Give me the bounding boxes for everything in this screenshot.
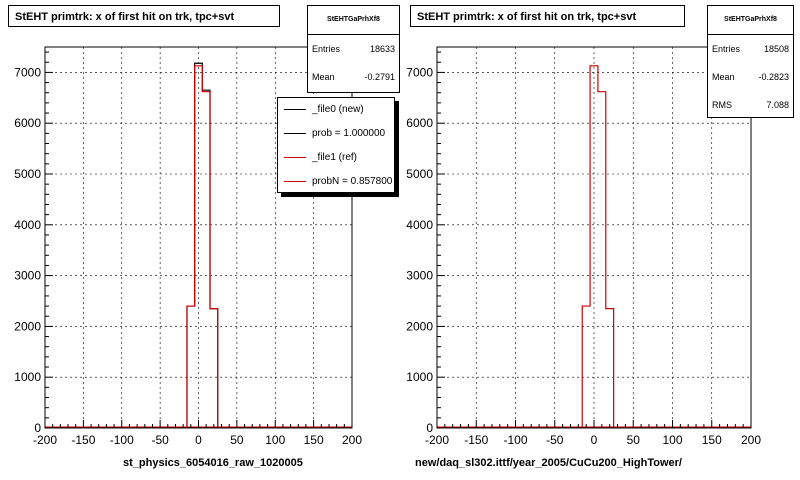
right-x-tick-label--100: -100 (503, 433, 527, 447)
legend-entry-probn: probN = 0.857800 (278, 170, 394, 192)
left-y-tick-label-7000: 7000 (14, 65, 41, 79)
right-y-tick-label-1000: 1000 (406, 370, 433, 384)
legend-text-prob: prob = 1.000000 (312, 128, 386, 139)
right-x-tick-label--200: -200 (425, 433, 449, 447)
left-histogram-series-1 (186, 65, 219, 428)
left-x-tick-label--200: -200 (33, 433, 57, 447)
legend-text-file1: _file1 (ref) (312, 152, 358, 163)
right-stats-rms-row: RMS 7.088 (708, 91, 793, 119)
left-x-tick-label--50: -50 (151, 433, 169, 447)
right-y-tick-label-0: 0 (426, 421, 433, 435)
legend-entry-file1: _file1 (ref) (278, 146, 394, 170)
left-legend: _file0 (new) prob = 1.000000 _file1 (ref… (277, 97, 395, 193)
right-stats-box: StEHTGaPrhXf8 Entries 18508 Mean -0.2823… (707, 5, 794, 118)
left-stats-entries-value: 18633 (369, 44, 395, 54)
left-y-tick-label-3000: 3000 (14, 269, 41, 283)
right-x-tick-label-150: 150 (702, 433, 722, 447)
right-y-tick-label-4000: 4000 (406, 218, 433, 232)
left-x-tick-label-50: 50 (230, 433, 244, 447)
left-y-tick-label-2000: 2000 (14, 319, 41, 333)
legend-entry-prob: prob = 1.000000 (278, 122, 394, 146)
right-stats-entries-row: Entries 18508 (708, 35, 793, 63)
right-y-tick-label-7000: 7000 (406, 65, 433, 79)
right-stats-mean-value: -0.2823 (758, 72, 789, 82)
legend-line-file1 (284, 157, 306, 158)
right-x-tick-label--150: -150 (464, 433, 488, 447)
right-stats-mean-label: Mean (712, 72, 735, 82)
left-y-tick-label-0: 0 (34, 421, 41, 435)
right-x-tick-label-50: 50 (627, 433, 641, 447)
right-x-tick-label-100: 100 (662, 433, 682, 447)
legend-line-file0 (284, 109, 306, 110)
right-histogram-series-0 (581, 65, 615, 428)
left-x-tick-label--150: -150 (71, 433, 95, 447)
left-stats-name: StEHTGaPrhXf8 (308, 6, 399, 35)
left-chart-title: StEHT primtrk: x of first hit on trk, tp… (8, 5, 280, 27)
left-x-axis-label: st_physics_6054016_raw_1020005 (123, 457, 303, 469)
left-stats-entries-row: Entries 18633 (308, 35, 399, 63)
left-x-tick-label--100: -100 (110, 433, 134, 447)
left-stats-box: StEHTGaPrhXf8 Entries 18633 Mean -0.2791 (307, 5, 400, 93)
left-histogram-svg: -200 -150 -100 -50 0 50 100 150 2000100020003000… (14, 46, 362, 447)
left-x-tick-label-100: 100 (265, 433, 285, 447)
right-y-tick-label-3000: 3000 (406, 269, 433, 283)
right-chart-title: StEHT primtrk: x of first hit on trk, tp… (410, 5, 685, 27)
right-stats-entries-value: 18508 (763, 44, 789, 54)
left-stats-mean-row: Mean -0.2791 (308, 63, 399, 91)
left-histogram-pad: -200 -150 -100 -50 0 50 100 150 200 0 1000 2000 3000… (8, 5, 400, 469)
right-histogram-pad: -200 -150 -100 -50 0 50 100 150 200 0 1000 2000 3000… (400, 0, 800, 480)
right-x-tick-label--50: -50 (546, 433, 564, 447)
left-x-tick-label-0: 0 (195, 433, 202, 447)
legend-line-probn (284, 181, 306, 182)
right-stats-entries-label: Entries (712, 44, 741, 54)
left-y-tick-label-6000: 6000 (14, 116, 41, 130)
legend-text-probn: probN = 0.857800 (312, 176, 393, 187)
left-x-tick-label-200: 200 (342, 433, 362, 447)
right-y-tick-label-2000: 2000 (406, 319, 433, 333)
legend-line-prob (284, 133, 306, 134)
right-stats-mean-row: Mean -0.2823 (708, 63, 793, 91)
right-histogram-svg: -200 -150 -100 -50 0 50 100 150 2000100020003000… (406, 46, 761, 447)
right-y-tick-label-6000: 6000 (406, 116, 433, 130)
right-x-tick-label-0: 0 (591, 433, 598, 447)
right-y-tick-label-5000: 5000 (406, 167, 433, 181)
left-y-tick-label-4000: 4000 (14, 218, 41, 232)
left-x-tick-label-150: 150 (304, 433, 324, 447)
left-stats-mean-value: -0.2791 (364, 72, 395, 82)
left-stats-entries-label: Entries (312, 44, 341, 54)
left-y-tick-label-1000: 1000 (14, 370, 41, 384)
right-stats-name: StEHTGaPrhXf8 (708, 6, 793, 35)
legend-entry-file0: _file0 (new) (278, 98, 394, 122)
right-stats-rms-label: RMS (712, 100, 732, 110)
right-x-axis-label: new/daq_sl302.ittf/year_2005/CuCu200_Hig… (415, 457, 682, 469)
left-histogram-series-0 (186, 62, 219, 428)
legend-text-file0: _file0 (new) (312, 104, 364, 115)
right-stats-rms-value: 7.088 (766, 100, 789, 110)
right-x-tick-label-200: 200 (741, 433, 761, 447)
left-stats-mean-label: Mean (312, 72, 335, 82)
left-y-tick-label-5000: 5000 (14, 167, 41, 181)
